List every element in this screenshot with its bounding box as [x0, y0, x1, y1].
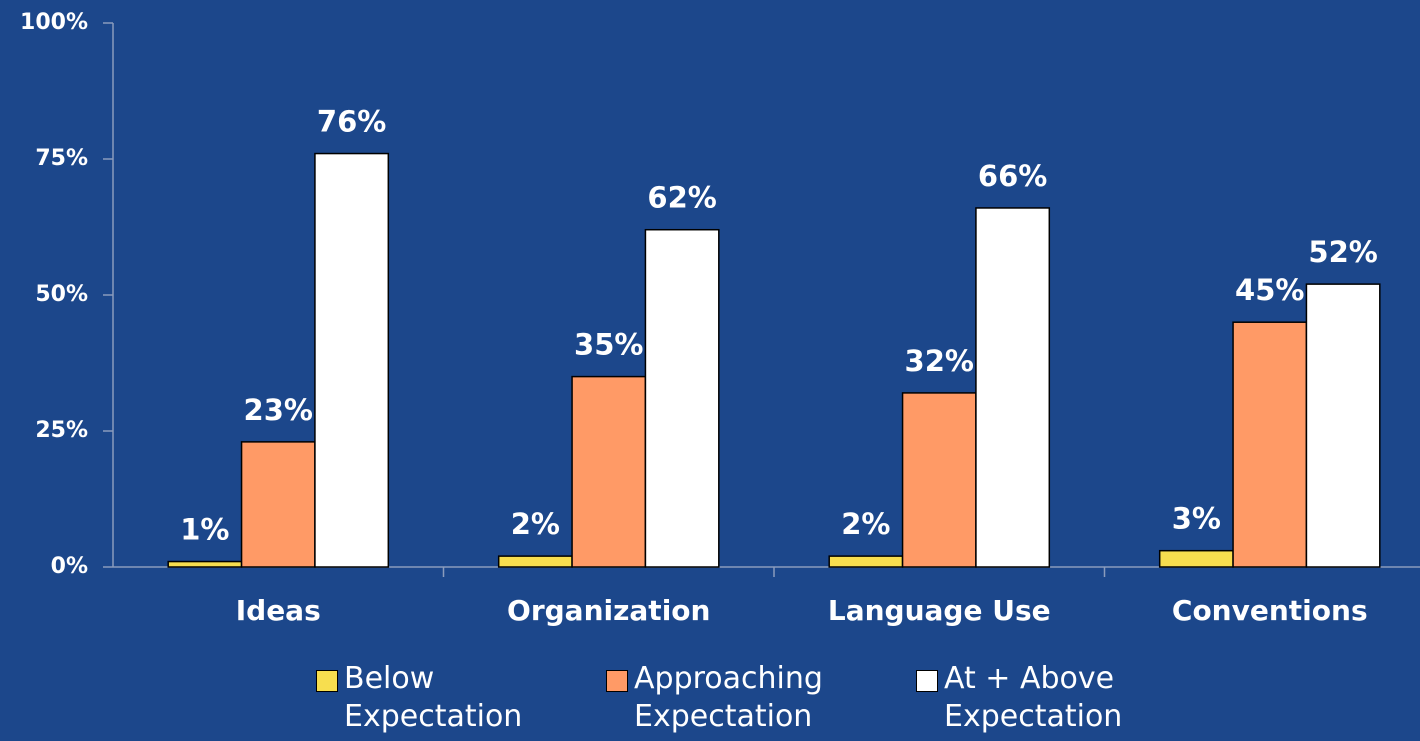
y-tick-label: 100%: [20, 10, 88, 35]
value-label: 66%: [978, 159, 1047, 193]
bar: [571, 375, 647, 568]
value-label: 23%: [244, 393, 313, 427]
x-tick-label: Language Use: [828, 594, 1051, 627]
x-tick-label: Ideas: [236, 594, 321, 627]
bar: [167, 560, 243, 568]
value-label: 2%: [511, 507, 560, 541]
legend-label: Below Expectation: [344, 661, 523, 734]
legend-swatch: [316, 670, 338, 692]
bar: [644, 228, 720, 568]
bar: [1305, 283, 1381, 568]
legend-label: At + Above Expectation: [944, 661, 1123, 734]
value-label: 45%: [1235, 273, 1304, 307]
bar: [314, 152, 390, 568]
y-tick-label: 75%: [35, 146, 88, 171]
value-label: 1%: [180, 513, 229, 547]
legend-swatch: [916, 670, 938, 692]
bar: [240, 441, 316, 568]
legend-item: At + Above Expectation: [916, 660, 1174, 736]
y-tick-label: 0%: [51, 554, 88, 579]
legend-item: Below Expectation: [316, 660, 574, 736]
y-tick-label: 25%: [35, 418, 88, 443]
value-label: 52%: [1308, 235, 1377, 269]
bar: [828, 555, 904, 568]
value-label: 2%: [841, 507, 890, 541]
value-label: 35%: [574, 328, 643, 362]
value-label: 32%: [905, 344, 974, 378]
value-label: 76%: [317, 105, 386, 139]
y-tick-label: 50%: [35, 282, 88, 307]
bar: [901, 392, 977, 568]
value-label: 62%: [647, 181, 716, 215]
value-label: 3%: [1172, 502, 1221, 536]
bar: [1158, 549, 1234, 568]
bar: [1232, 321, 1308, 568]
legend-label: Approaching Expectation: [634, 661, 823, 734]
legend-item: Approaching Expectation: [606, 660, 864, 736]
bar: [497, 555, 573, 568]
bar: [975, 207, 1051, 568]
x-tick-label: Conventions: [1172, 594, 1368, 627]
x-tick-label: Organization: [507, 594, 710, 627]
legend-swatch: [606, 670, 628, 692]
